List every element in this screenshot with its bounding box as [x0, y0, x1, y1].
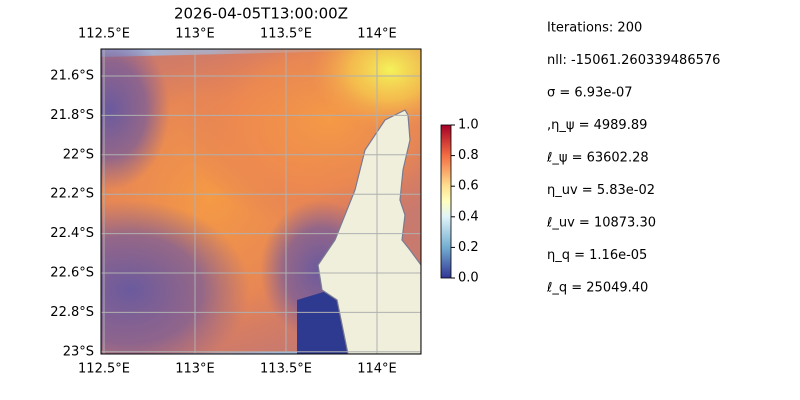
- info-line: σ = 6.93e-07: [547, 86, 633, 101]
- info-line: nll: -15061.260339486576: [547, 53, 720, 68]
- lat-label: 22.8°S: [50, 305, 94, 320]
- lon-label-top: 114°E: [357, 27, 397, 42]
- lon-label-top: 113°E: [175, 27, 215, 42]
- lon-label-bottom: 114°E: [357, 362, 397, 377]
- title: 2026-04-05T13:00:00Z: [174, 5, 348, 23]
- colorbar: [440, 124, 452, 279]
- colorbar-tick-label: 0.4: [458, 209, 479, 224]
- colorbar-tick-label: 0.8: [458, 148, 479, 163]
- map-frame: [100, 48, 422, 355]
- graticule: [101, 49, 421, 354]
- info-panel: Iterations: 200 nll: -15061.260339486576 σ…: [546, 21, 720, 296]
- info-line: η_uv = 5.83e-02: [547, 183, 655, 198]
- info-line: ℓ_ψ = 63602.28: [546, 151, 649, 166]
- colorbar-tick-label: 1.0: [458, 118, 479, 133]
- info-line: Iterations: 200: [547, 21, 642, 36]
- info-line: ℓ_q = 25049.40: [546, 281, 648, 296]
- colorbar-tick-label: 0.0: [458, 271, 479, 286]
- lon-label-top: 112.5°E: [78, 27, 130, 42]
- lat-label: 22.6°S: [50, 266, 94, 281]
- lon-label-bottom: 113°E: [175, 362, 215, 377]
- lon-label-top: 113.5°E: [260, 27, 312, 42]
- lat-label: 21.6°S: [50, 69, 94, 84]
- info-line: ,η_ψ = 4989.89: [547, 118, 647, 133]
- info-line: ℓ_uv = 10873.30: [546, 216, 656, 231]
- colorbar-tick-label: 0.6: [458, 179, 479, 194]
- colorbar-tick-label: 0.2: [458, 240, 479, 255]
- lat-label: 23°S: [63, 344, 94, 359]
- lat-label: 22.4°S: [50, 226, 94, 241]
- lon-label-bottom: 113.5°E: [260, 362, 312, 377]
- lon-label-bottom: 112.5°E: [78, 362, 130, 377]
- info-line: η_q = 1.16e-05: [547, 248, 647, 263]
- lat-label: 22°S: [63, 147, 94, 162]
- lat-label: 21.8°S: [50, 108, 94, 123]
- lat-label: 22.2°S: [50, 187, 94, 202]
